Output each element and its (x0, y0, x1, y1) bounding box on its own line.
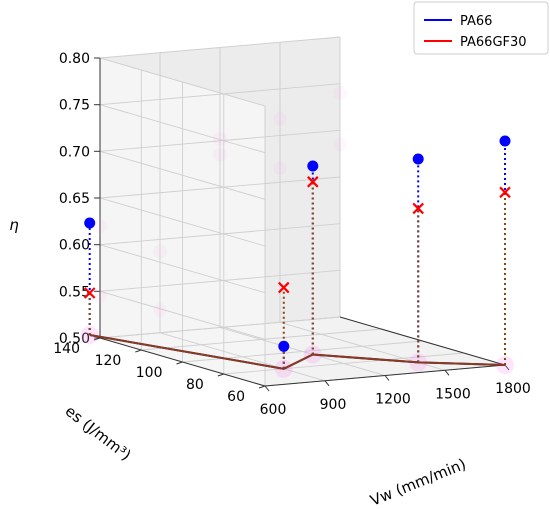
z-axis-label: η (9, 216, 19, 234)
shadow-mark (153, 303, 167, 318)
x-tick-mark (324, 380, 330, 387)
legend-label: PA66 (460, 14, 492, 29)
y-tick-label: 140 (53, 341, 80, 357)
x-tick-label: 1200 (375, 392, 411, 408)
data-point-circle (278, 340, 290, 352)
shadow-mark (273, 111, 287, 126)
y-tick-mark (135, 349, 142, 353)
data-point-circle (412, 153, 424, 165)
data-point-x (499, 186, 511, 199)
shadow-mark (213, 132, 227, 146)
x-tick-mark (504, 364, 510, 371)
z-tick-label: 0.75 (59, 98, 90, 114)
grid-line-z-back (99, 83, 341, 106)
grid-line-y-floor (141, 328, 382, 351)
grid-line-z-back (99, 36, 341, 59)
x-tick-label: 900 (320, 397, 347, 413)
grid-line-z-back (99, 269, 341, 292)
stem-lines (88, 141, 506, 369)
x-tick-mark (384, 375, 390, 381)
data-point-x (83, 287, 96, 299)
x-tick-label: 1800 (495, 381, 531, 397)
shadow-mark (213, 147, 227, 162)
z-tick-label: 0.65 (59, 191, 90, 207)
y-tick-mark (217, 373, 224, 377)
x-axis-label: Vw (mm/min) (368, 455, 469, 509)
legend-label: PA66GF30 (460, 35, 527, 50)
grid-line-z-back (99, 176, 341, 199)
grid-line-z-side (99, 197, 266, 247)
y-tick-label: 60 (227, 389, 245, 405)
shadow-mark (333, 137, 347, 152)
shadow-mark (93, 219, 107, 233)
data-point-circle (84, 217, 96, 229)
x-tick-mark (444, 369, 450, 376)
grid-line-z-side (99, 150, 266, 200)
y-axis-label: es (J/mm³) (62, 402, 135, 464)
grid-line-y-floor (223, 352, 464, 375)
data-markers (83, 135, 511, 352)
x-tick-label: 1500 (435, 386, 471, 402)
y-axis-line (339, 316, 506, 366)
shadow-mark (333, 86, 347, 100)
y-tick-label: 120 (95, 353, 122, 369)
z-tick-label: 0.80 (59, 51, 90, 67)
grid-line-z-side (99, 57, 266, 107)
grid-line-z-back (99, 129, 341, 152)
shadow-mark (93, 289, 107, 303)
legend: PA66 PA66GF30 (413, 1, 549, 55)
z-tick-label: 0.55 (59, 284, 90, 300)
y-tick-mark (176, 361, 183, 365)
data-point-x (307, 176, 319, 188)
grid-line-z-side (99, 104, 266, 154)
x-tick-label: 600 (260, 402, 287, 418)
data-point-circle (307, 160, 319, 172)
z-tick-label: 0.70 (59, 144, 90, 160)
grid-line-z-back (99, 316, 341, 339)
data-point-circle (499, 135, 511, 147)
axes-edges (93, 57, 510, 392)
grid-line-z-side (99, 244, 266, 294)
x-tick-mark (264, 385, 270, 392)
data-point-x (277, 281, 290, 294)
z-tick-label: 0.60 (59, 238, 90, 254)
shadow-mark (153, 244, 167, 259)
grid-line-z-side (99, 290, 266, 340)
axes-panes (99, 36, 506, 387)
y-tick-mark (258, 385, 266, 389)
data-point-x (412, 202, 424, 215)
y-tick-label: 80 (186, 377, 204, 393)
y-tick-label: 100 (136, 365, 163, 381)
grid-line-z-back (99, 223, 341, 246)
shadow-mark (273, 161, 287, 176)
z-tick-label: 0.50 (59, 331, 90, 347)
